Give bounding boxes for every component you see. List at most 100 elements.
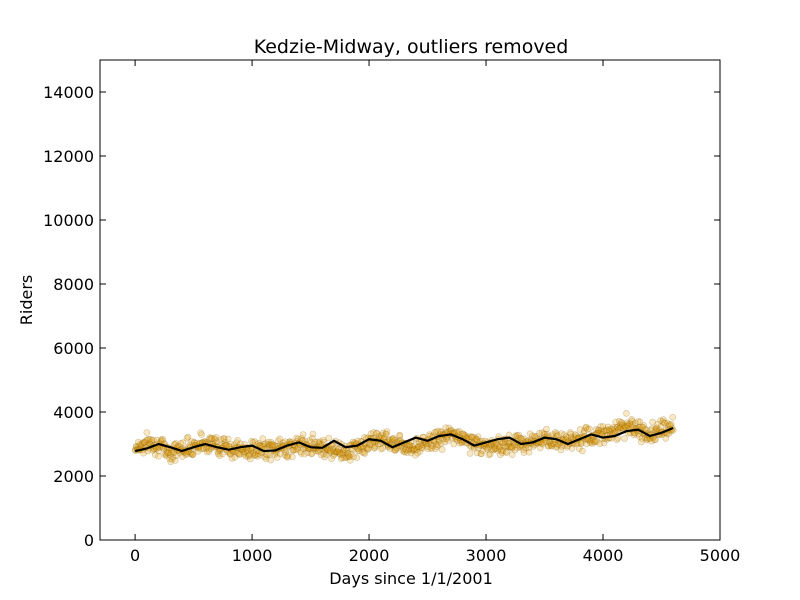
data-point [477,450,485,457]
data-point [391,436,399,444]
data-point [580,427,588,435]
data-point [486,443,494,451]
data-point [468,433,475,440]
data-point [500,442,508,450]
data-point [158,437,166,445]
data-point [548,442,556,450]
data-point [499,446,507,454]
data-point [549,431,557,438]
data-point [132,443,140,450]
data-point [146,439,153,447]
data-point [586,437,594,445]
data-point [512,432,519,440]
data-point [599,423,607,430]
data-point [660,419,668,427]
data-point [246,451,253,458]
data-point [389,438,396,446]
data-point [638,423,646,431]
data-point [173,452,180,459]
data-point [602,427,610,435]
data-point [558,442,566,450]
data-point [413,446,421,453]
data-point [255,439,262,447]
data-point [260,440,268,448]
data-point [335,446,342,453]
data-point [350,453,357,460]
data-point [600,428,607,436]
data-point [251,452,258,459]
data-point [513,444,521,452]
y-tick-label: 0 [84,531,94,550]
data-point [339,454,346,462]
data-point [612,418,620,426]
data-point [338,449,345,457]
chart-title: Kedzie-Midway, outliers removed [254,36,569,58]
data-point [309,430,317,438]
data-point [610,428,618,435]
data-point [141,438,149,446]
data-point [586,425,593,433]
data-point [144,436,151,444]
data-point [456,427,463,435]
x-tick-label: 2000 [349,546,390,565]
data-point [215,450,222,458]
data-point [593,438,601,446]
data-point [234,436,241,444]
data-point [259,442,266,450]
y-tick-label: 4000 [53,403,94,422]
data-point [602,426,610,434]
data-point [409,443,416,450]
data-point [250,450,257,457]
data-point [531,433,539,440]
data-point [582,423,590,431]
data-point [336,450,343,457]
data-point [332,444,340,452]
data-point [491,442,498,450]
data-point [411,442,419,450]
data-point [319,436,327,444]
data-point [368,440,376,448]
data-point [437,428,444,435]
data-point [551,440,558,448]
data-point [167,458,174,466]
data-point [505,442,512,450]
data-point [330,448,338,456]
data-point [606,427,614,435]
data-point [660,416,667,423]
data-point [161,451,169,459]
data-point [621,424,629,431]
data-point [155,447,163,455]
data-point [471,436,479,444]
data-point [517,434,525,442]
data-point [345,452,352,459]
data-point [243,449,251,457]
data-point [423,443,431,450]
data-point [392,446,400,454]
data-point [143,429,151,436]
data-point [557,446,565,454]
data-point [184,433,192,441]
data-point [226,450,234,458]
data-point [596,440,604,448]
data-point [628,417,636,425]
data-point [643,436,650,444]
data-point [603,426,611,434]
data-point [597,423,605,430]
data-point [276,435,284,443]
data-point [562,433,570,441]
data-point [410,445,417,453]
data-point [339,451,347,458]
data-point [420,441,428,449]
data-point [324,446,332,454]
data-point [653,425,661,433]
data-point [340,449,348,457]
data-point [465,433,473,440]
data-point [416,448,424,455]
data-point [567,433,575,441]
data-point [648,425,656,432]
data-point [502,448,510,455]
data-point [651,426,659,434]
data-point [262,455,270,463]
data-point [172,440,180,447]
data-point [227,450,234,458]
